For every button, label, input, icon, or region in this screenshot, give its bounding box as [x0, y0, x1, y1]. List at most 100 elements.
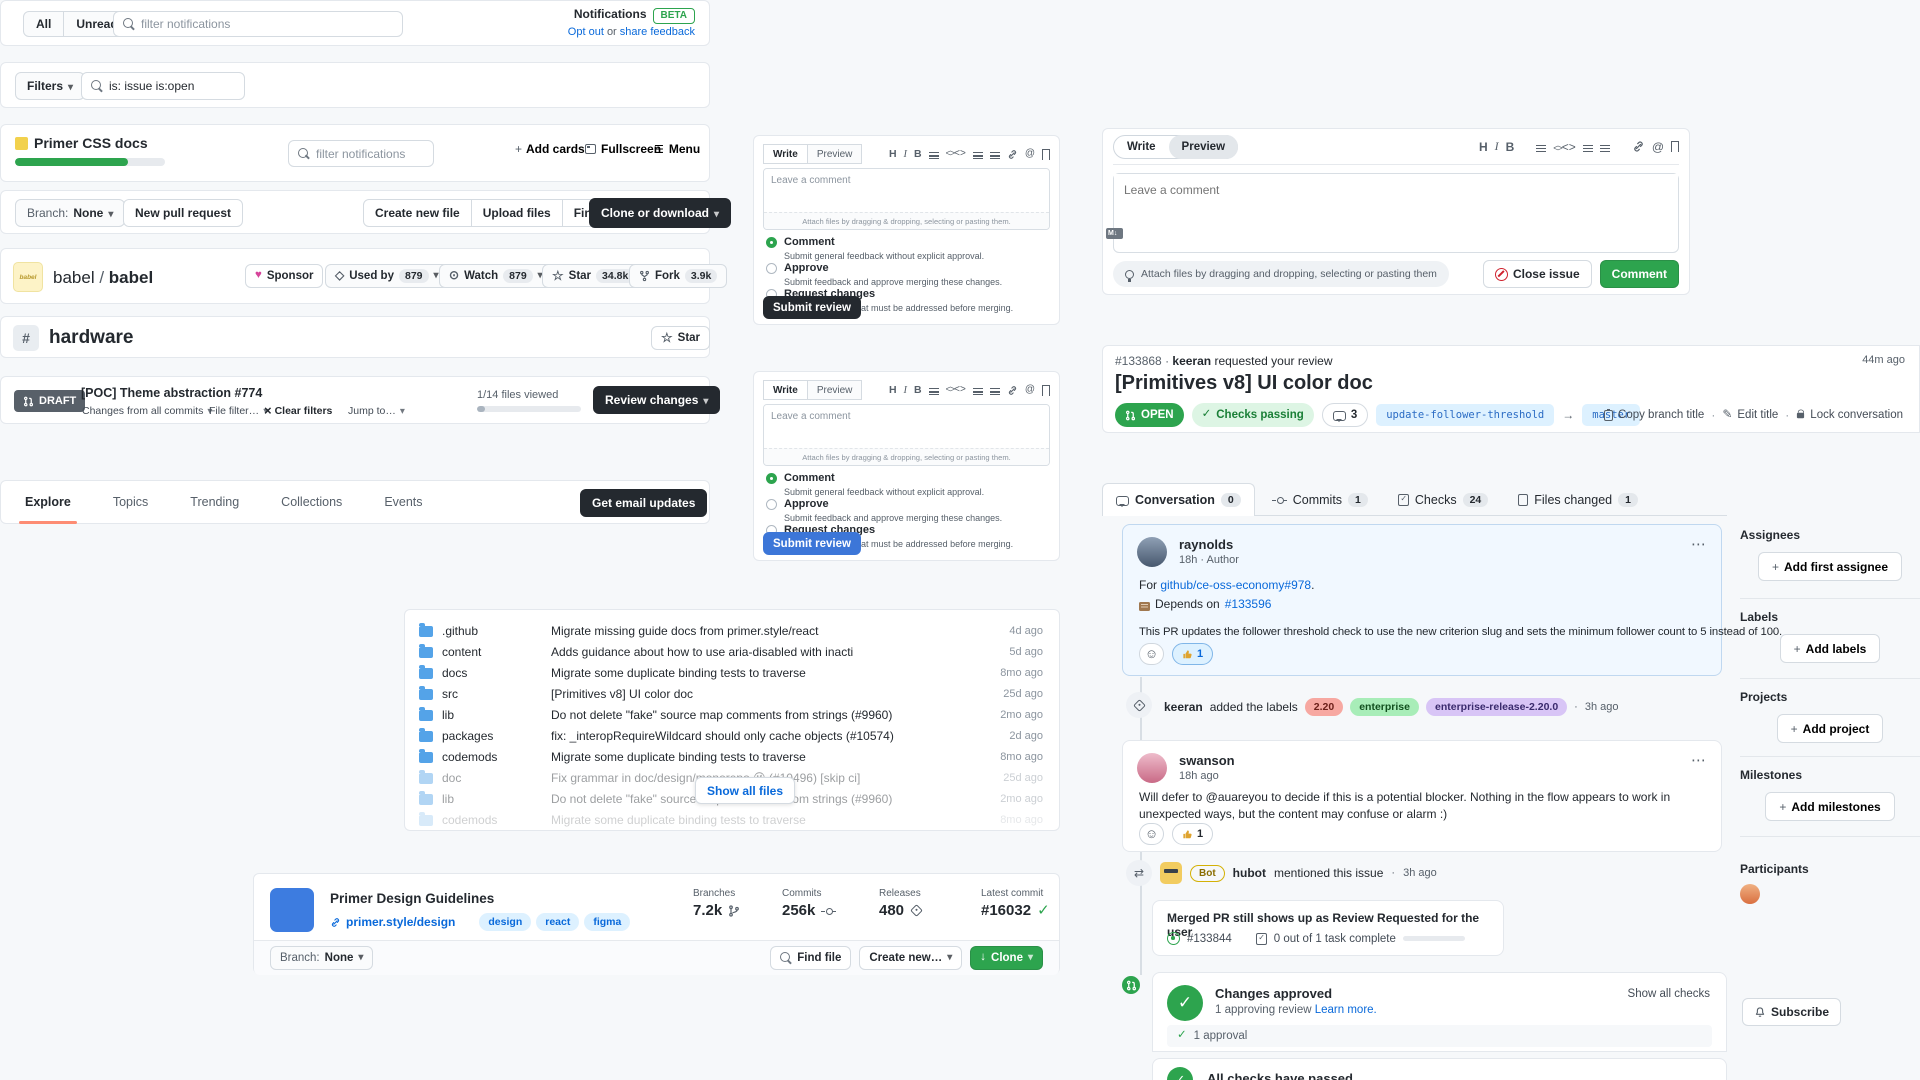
find-file-button[interactable]: Find file [770, 946, 852, 970]
copy-branch-button[interactable]: Copy branch title [1604, 409, 1704, 421]
hubot-avatar[interactable] [1160, 862, 1182, 884]
tag-figma[interactable]: figma [584, 913, 631, 931]
event-actor[interactable]: hubot [1232, 866, 1266, 880]
file-row[interactable]: docs Migrate some duplicate binding test… [419, 662, 1043, 683]
upload-files-button[interactable]: Upload files [470, 199, 563, 227]
file-row[interactable]: lib Do not delete "fake" source map comm… [419, 704, 1043, 725]
show-all-checks-link[interactable]: Show all checks [1627, 988, 1710, 1000]
create-new-file-button[interactable]: Create new file [363, 199, 472, 227]
add-project-button[interactable]: Add project [1776, 714, 1884, 743]
tab-preview[interactable]: Preview [806, 380, 863, 400]
option-approve[interactable]: Approve Submit feedback and approve merg… [766, 498, 1049, 523]
opt-out-link[interactable]: Opt out [567, 25, 604, 38]
option-comment[interactable]: Comment Submit general feedback without … [766, 236, 1049, 261]
quote-icon[interactable] [928, 152, 939, 159]
quote-icon[interactable] [1536, 144, 1547, 152]
used-by-button[interactable]: Used by 879 [325, 264, 449, 288]
add-labels-button[interactable]: Add labels [1779, 634, 1881, 663]
comments-count-badge[interactable]: 3 [1321, 403, 1369, 427]
tab-files-changed[interactable]: Files changed 1 [1505, 483, 1651, 516]
issue-comment-textarea[interactable] [1114, 174, 1678, 232]
file-filter-dropdown[interactable]: File filter… [209, 405, 268, 417]
italic-icon[interactable]: I [903, 148, 908, 160]
referenced-pr-card[interactable]: Merged PR still shows up as Review Reque… [1152, 900, 1504, 956]
italic-icon[interactable]: I [903, 384, 908, 396]
participant-avatar[interactable] [1740, 884, 1760, 904]
comment-author[interactable]: raynolds [1179, 537, 1234, 552]
tab-write[interactable]: Write [763, 380, 808, 400]
subscribe-button[interactable]: Subscribe [1742, 998, 1842, 1026]
link-icon[interactable] [1632, 140, 1645, 153]
tab-write[interactable]: Write [1127, 140, 1156, 153]
unordered-list-icon[interactable] [972, 152, 983, 159]
lock-conversation-button[interactable]: Lock conversation [1796, 408, 1903, 421]
primer-style-link[interactable]: primer.style/design [346, 915, 456, 929]
code-icon[interactable]: <> [1553, 141, 1576, 153]
file-row[interactable]: src [Primitives v8] UI color doc 25d ago [419, 683, 1043, 704]
mention-icon[interactable] [1025, 149, 1035, 159]
clone-or-download-button[interactable]: Clone or download [589, 198, 732, 228]
link-icon[interactable] [1007, 149, 1018, 160]
add-first-assignee-button[interactable]: Add first assignee [1757, 552, 1903, 581]
label-enterprise-release[interactable]: enterprise-release-2.20.0 [1426, 698, 1568, 716]
radio-approve[interactable] [766, 262, 777, 274]
menu-button[interactable]: Menu [654, 142, 700, 156]
star-button[interactable]: Star 34.8k [542, 264, 645, 288]
fullscreen-button[interactable]: Fullscreen [585, 142, 661, 156]
issue-link[interactable]: github/ce-oss-economy#978 [1160, 578, 1312, 592]
label-2-20[interactable]: 2.20 [1304, 698, 1344, 716]
file-row[interactable]: codemods Migrate some duplicate binding … [419, 746, 1043, 767]
notifications-search-input[interactable] [141, 17, 393, 31]
option-comment[interactable]: Comment Submit general feedback without … [766, 472, 1049, 497]
tab-collections[interactable]: Collections [281, 495, 343, 509]
thumbs-up-reaction[interactable]: 1 [1172, 823, 1214, 845]
create-new-button[interactable]: Create new… [859, 946, 963, 970]
bookmark-icon[interactable] [1671, 141, 1679, 154]
radio-comment[interactable] [766, 472, 777, 484]
sponsor-button[interactable]: Sponsor [245, 264, 324, 288]
notifications-search[interactable] [113, 11, 403, 37]
base-branch-label[interactable]: master [1582, 404, 1641, 426]
radio-comment[interactable] [766, 236, 777, 248]
tag-react[interactable]: react [536, 913, 580, 931]
option-approve[interactable]: Approve Submit feedback and approve merg… [766, 262, 1049, 287]
project-search-input[interactable] [316, 146, 471, 161]
thumbs-up-reaction[interactable]: 1 [1172, 643, 1214, 665]
file-row[interactable]: .github Migrate missing guide docs from … [419, 620, 1043, 641]
tab-events[interactable]: Events [384, 495, 423, 509]
branch-select[interactable]: Branch: None [15, 199, 126, 227]
tab-commits[interactable]: Commits 1 [1259, 483, 1381, 516]
issue-filter-input[interactable] [109, 79, 264, 93]
label-enterprise[interactable]: enterprise [1350, 698, 1419, 716]
radio-approve[interactable] [766, 498, 777, 510]
bookmark-icon[interactable] [1042, 384, 1050, 398]
checks-passing-badge[interactable]: Checks passing [1191, 403, 1314, 427]
submit-review-button[interactable]: Submit review [763, 532, 861, 555]
bold-icon[interactable]: B [1505, 139, 1515, 154]
filters-dropdown[interactable]: Filters [15, 72, 86, 100]
avatar[interactable] [1137, 753, 1167, 783]
branch-select[interactable]: Branch: None [270, 946, 374, 970]
tag-design[interactable]: design [479, 913, 532, 931]
add-cards-button[interactable]: Add cards [515, 142, 585, 156]
referenced-pr-number[interactable]: #133844 [1187, 932, 1232, 945]
project-search[interactable] [288, 140, 471, 167]
mention-icon[interactable] [1025, 385, 1035, 395]
unordered-list-icon[interactable] [972, 388, 983, 395]
edit-title-button[interactable]: Edit title [1722, 408, 1778, 422]
mention-icon[interactable] [1652, 141, 1664, 153]
add-reaction-button[interactable] [1139, 643, 1164, 665]
approval-row[interactable]: 1 approval [1167, 1025, 1712, 1047]
file-row[interactable]: packages fix: _interopRequireWildcard sh… [419, 725, 1043, 746]
avatar[interactable] [1137, 537, 1167, 567]
kebab-menu-icon[interactable] [1691, 753, 1707, 768]
bookmark-icon[interactable] [1042, 148, 1050, 162]
comment-author[interactable]: swanson [1179, 753, 1235, 768]
file-row[interactable]: content Adds guidance about how to use a… [419, 641, 1043, 662]
review-comment-textarea[interactable] [764, 169, 1049, 213]
issue-filter-search[interactable] [81, 72, 264, 100]
fork-button[interactable]: Fork 3.9k [629, 264, 728, 288]
heading-icon[interactable]: H [888, 148, 897, 160]
bold-icon[interactable]: B [914, 148, 922, 160]
